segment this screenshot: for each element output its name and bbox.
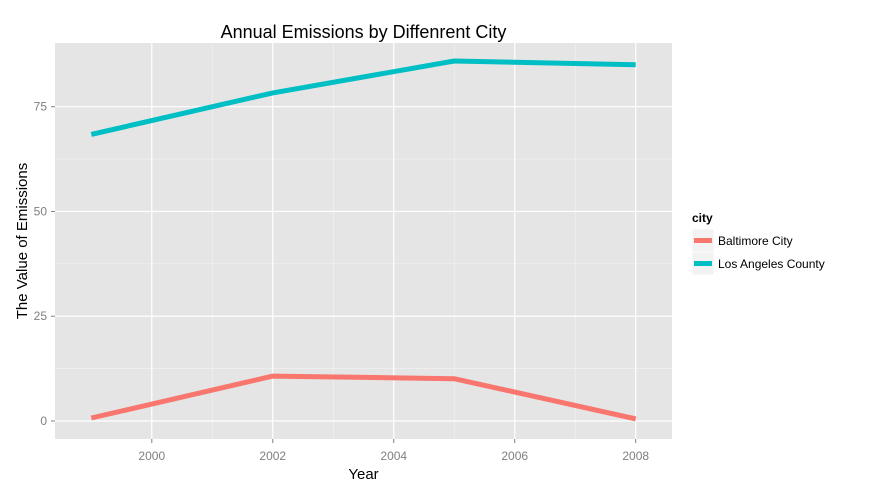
x-tick-label: 2000 [138, 449, 165, 463]
legend-label: Baltimore City [718, 234, 793, 248]
y-tick-label: 50 [34, 204, 48, 218]
x-tick-label: 2006 [501, 449, 528, 463]
series-lines [90, 58, 637, 422]
x-tick-label: 2004 [380, 449, 407, 463]
y-axis-ticks: 0 25 50 75 [34, 100, 55, 428]
y-tick-label: 75 [34, 100, 48, 114]
plot-panel [55, 43, 672, 439]
major-gridlines [55, 43, 672, 439]
series-line-baltimore-city [90, 373, 637, 422]
x-tick-label: 2002 [259, 449, 286, 463]
legend: city Baltimore City Los Angeles County [691, 211, 825, 276]
series-line-los-angeles-county [90, 58, 636, 137]
y-tick-label: 25 [34, 309, 48, 323]
chart-title: Annual Emissions by Diffenrent City [221, 22, 507, 42]
legend-label: Los Angeles County [718, 257, 825, 271]
x-axis-title: Year [348, 466, 378, 483]
x-axis-ticks: 2000 2002 2004 2006 2008 [138, 439, 649, 463]
y-axis-title: The Value of Emissions [14, 163, 31, 319]
y-tick-label: 0 [40, 414, 47, 428]
x-tick-label: 2008 [622, 449, 649, 463]
legend-title: city [692, 211, 713, 225]
